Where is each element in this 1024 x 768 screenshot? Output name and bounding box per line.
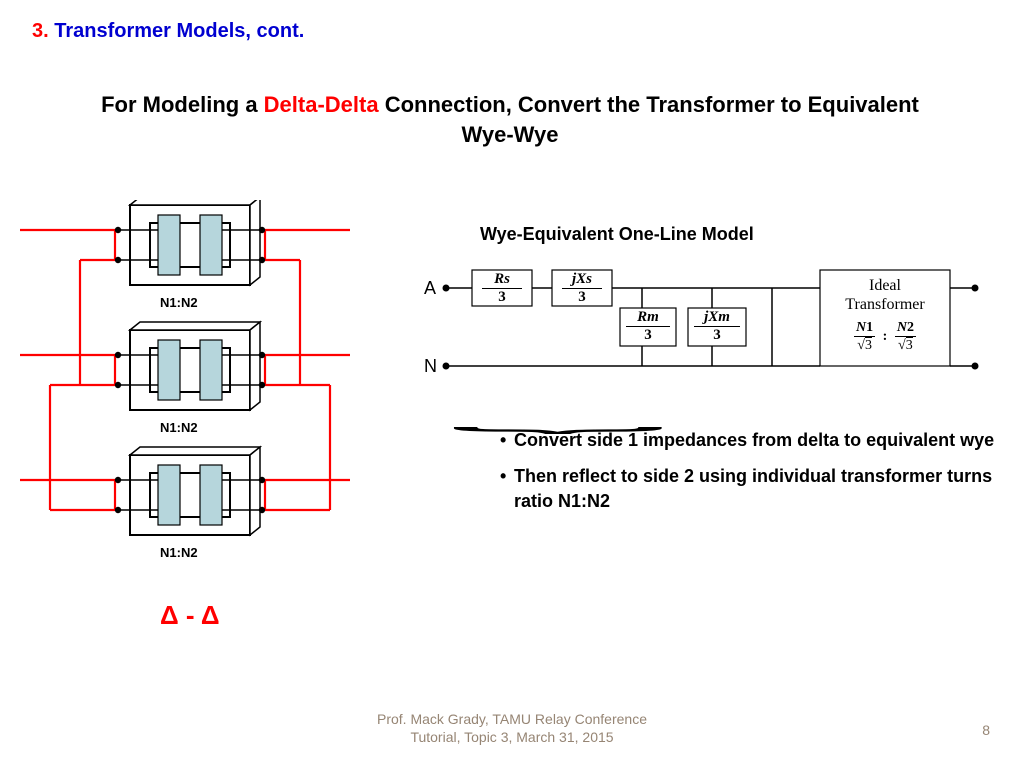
section-number: 3. (32, 20, 49, 42)
terminal-N: N (424, 356, 437, 377)
oneline-title: Wye-Equivalent One-Line Model (480, 224, 754, 245)
ideal-transformer-label: IdealTransformer (820, 276, 950, 314)
delta-delta-diagram: N1:N2 N1:N2 N1:N2 (20, 200, 380, 595)
bullet-list: Convert side 1 impedances from delta to … (460, 428, 1000, 525)
delta-delta-symbol: Δ - Δ (160, 600, 220, 631)
section-title: Transformer Models, cont. (54, 20, 304, 42)
box-jxm: jXm3 (694, 310, 740, 343)
turns-ratio-2: N1:N2 (160, 420, 198, 435)
page-number: 8 (982, 722, 990, 738)
box-rm: Rm3 (626, 310, 670, 343)
slide-title: For Modeling a Delta-Delta Connection, C… (80, 90, 940, 149)
box-rs: Rs3 (482, 272, 522, 305)
box-jxs: jXs3 (562, 272, 602, 305)
bullet-1: Convert side 1 impedances from delta to … (500, 428, 1000, 452)
section-heading: 3. Transformer Models, cont. (32, 20, 304, 43)
bullet-2: Then reflect to side 2 using individual … (500, 464, 1000, 513)
footer: Prof. Mack Grady, TAMU Relay ConferenceT… (0, 710, 1024, 746)
turns-ratio-1: N1:N2 (160, 295, 198, 310)
ideal-ratio: N1 √3 : N2 √3 (830, 320, 940, 354)
oneline-diagram: A N Rs3 jXs3 Rm3 jXm3 IdealTransformer N… (420, 258, 990, 393)
turns-ratio-3: N1:N2 (160, 545, 198, 560)
terminal-A: A (424, 278, 436, 299)
